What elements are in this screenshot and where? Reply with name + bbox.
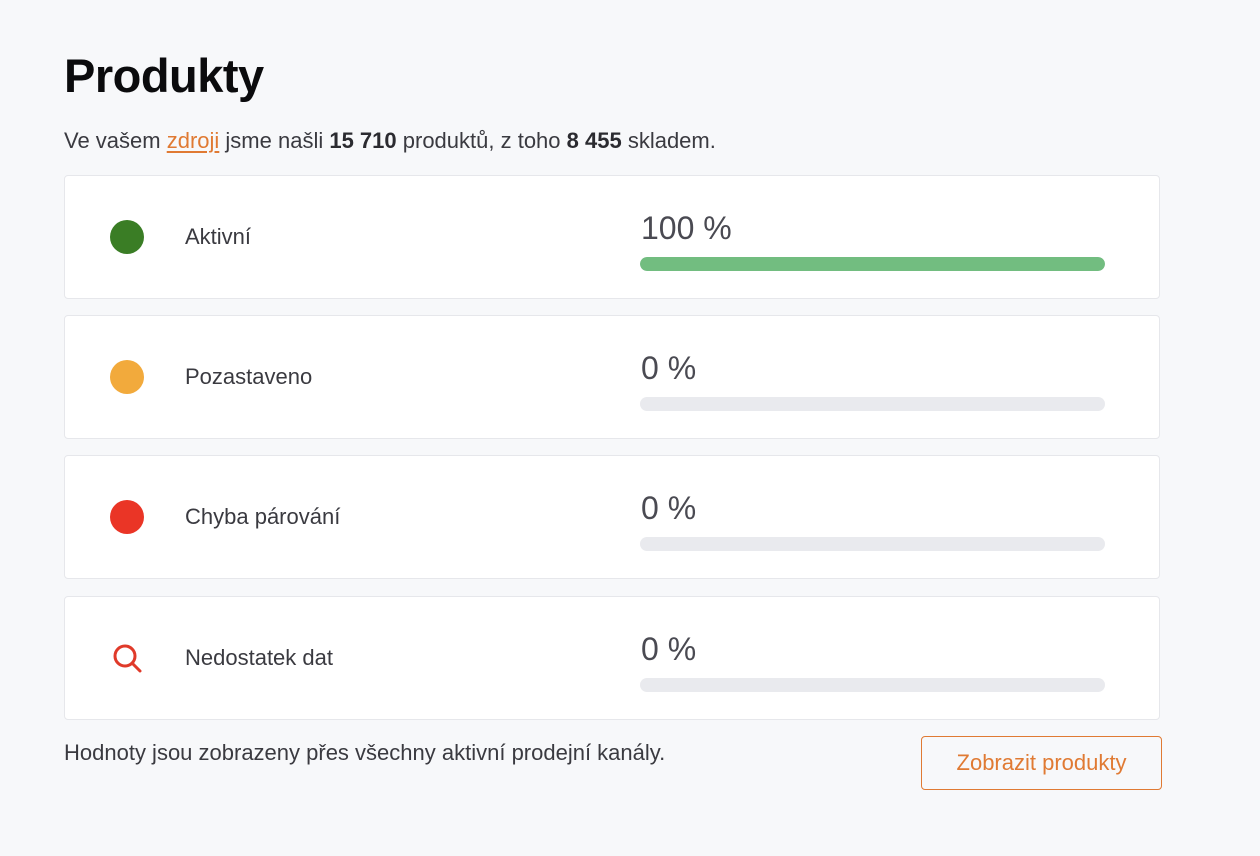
status-label: Pozastaveno <box>185 364 313 389</box>
summary-prefix: Ve vašem <box>64 128 167 153</box>
status-label: Aktivní <box>185 224 252 249</box>
status-card-pairing-error: Chyba párování 0 % <box>64 455 1160 579</box>
progress-fill <box>640 257 1105 271</box>
status-percent: 100 % <box>641 210 732 246</box>
status-label: Chyba párování <box>185 504 341 529</box>
status-card-active: Aktivní 100 % <box>64 175 1160 299</box>
summary-text: Ve vašem zdroji jsme našli 15 710 produk… <box>64 126 716 156</box>
red-dot-icon <box>110 500 144 534</box>
total-products-count: 15 710 <box>329 128 397 153</box>
summary-suffix: skladem. <box>621 128 716 153</box>
orange-dot-icon <box>110 360 144 394</box>
status-percent: 0 % <box>641 350 697 386</box>
show-products-button[interactable]: Zobrazit produkty <box>921 736 1162 790</box>
magnifier-icon <box>110 641 144 675</box>
progress-bar <box>640 397 1105 411</box>
status-label: Nedostatek dat <box>185 645 333 670</box>
green-dot-icon <box>110 220 144 254</box>
summary-middle: jsme našli <box>219 128 330 153</box>
summary-after-total: produktů, z toho <box>396 128 567 153</box>
status-percent: 0 % <box>641 631 697 667</box>
footer-note: Hodnoty jsou zobrazeny přes všechny akti… <box>64 740 666 765</box>
source-link[interactable]: zdroji <box>166 128 220 153</box>
status-card-paused: Pozastaveno 0 % <box>64 315 1160 439</box>
progress-bar <box>640 537 1105 551</box>
status-percent: 0 % <box>641 490 697 526</box>
progress-bar <box>640 678 1105 692</box>
in-stock-count: 8 455 <box>566 128 622 153</box>
progress-bar <box>640 257 1105 271</box>
status-card-insufficient-data: Nedostatek dat 0 % <box>64 596 1160 720</box>
page-title: Produkty <box>64 49 264 102</box>
